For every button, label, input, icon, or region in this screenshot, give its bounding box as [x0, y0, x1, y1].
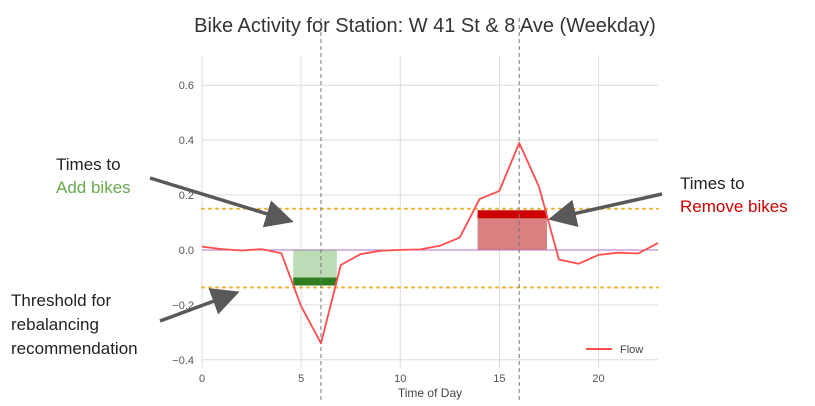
add-shaded-area [293, 249, 337, 282]
add-arrow [149, 176, 294, 228]
series-line-0 [201, 141, 659, 345]
threshold-annotation-line2: rebalancing [11, 315, 99, 334]
y-tick-label-5: 0.6 [179, 80, 194, 92]
remove-annotation: Times to Remove bikes [680, 174, 788, 216]
y-tick-label-3: 0.2 [179, 190, 194, 202]
remove-annotation-line1: Times to [680, 174, 745, 193]
series-group [201, 141, 659, 345]
chart-title: Bike Activity for Station: W 41 St & 8 A… [194, 15, 656, 37]
y-tick-label-0: −0.4 [172, 355, 194, 367]
x-axis-label: Time of Day [398, 386, 462, 400]
add-annotation-line2: Add bikes [56, 178, 131, 197]
x-tick-label-4: 20 [592, 373, 604, 385]
y-tick-label-2: 0.0 [179, 245, 194, 257]
remove-recommendation-bar [477, 210, 547, 219]
legend-label-flow: Flow [620, 344, 643, 356]
y-tick-label-4: 0.4 [179, 135, 194, 147]
x-tick-label-0: 0 [199, 373, 205, 385]
x-tick-label-3: 15 [493, 373, 505, 385]
x-tick-label-2: 10 [394, 373, 406, 385]
add-annotation-line1: Times to [56, 155, 121, 174]
threshold-annotation: Threshold for rebalancing recommendation [11, 291, 138, 358]
threshold-annotation-line3: recommendation [11, 339, 138, 358]
x-tick-labels: 0 5 10 15 20 [199, 373, 605, 385]
remove-arrow [548, 192, 663, 228]
remove-annotation-line2: Remove bikes [680, 197, 788, 216]
x-tick-label-1: 5 [298, 373, 304, 385]
add-recommendation-bar [293, 277, 337, 286]
remove-shaded-area [477, 214, 547, 250]
y-tick-labels: −0.4−0.20.00.20.40.6 [172, 80, 194, 367]
threshold-annotation-line1: Threshold for [11, 291, 111, 310]
recommendations [293, 210, 547, 286]
legend: Flow [586, 344, 643, 356]
threshold-arrow [159, 288, 240, 323]
add-annotation: Times to Add bikes [56, 155, 131, 197]
